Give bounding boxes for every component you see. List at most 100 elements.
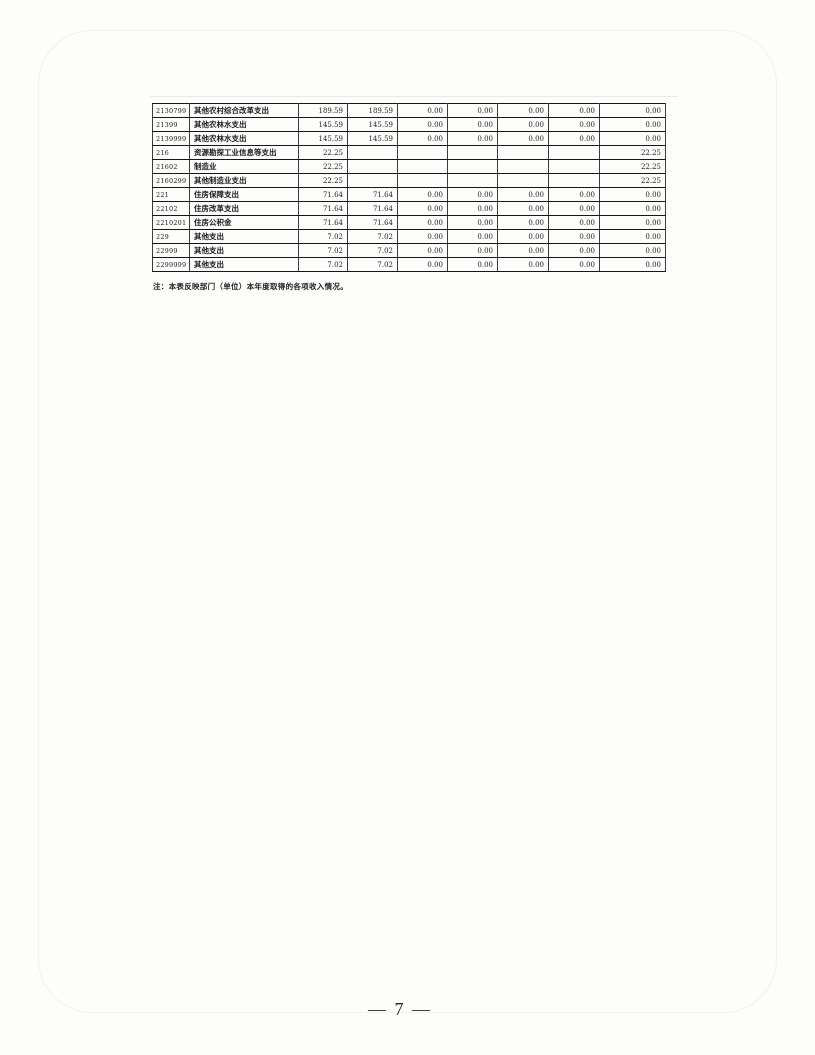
- cell-value: 0.00: [497, 229, 549, 244]
- cell-value: 0.00: [548, 131, 600, 146]
- cell-value: 22.25: [599, 159, 666, 174]
- cell-value: 22.25: [298, 159, 348, 174]
- table-row: 22999 其他支出 7.02 7.02 0.00 0.00 0.00 0.00 0.00: [152, 243, 666, 258]
- table-row: 216 资源勘探工业信息等支出 22.25 22.25: [152, 145, 666, 160]
- cell-value: 71.64: [347, 201, 398, 216]
- cell-value: 0.00: [599, 117, 666, 132]
- cell-value: [347, 159, 398, 174]
- cell-subject-name: 制造业: [189, 159, 299, 174]
- cell-code: 229: [152, 229, 190, 244]
- cell-value: [397, 159, 448, 174]
- cell-value: [497, 159, 549, 174]
- cell-value: 7.02: [298, 257, 348, 272]
- cell-value: 0.00: [548, 243, 600, 258]
- cell-code: 2139999: [152, 131, 190, 146]
- cell-value: [548, 145, 600, 160]
- cell-subject-name: 其他支出: [189, 243, 299, 258]
- cell-code: 21602: [152, 159, 190, 174]
- cell-value: 7.02: [298, 243, 348, 258]
- cell-value: 71.64: [347, 187, 398, 202]
- table-note: 注：本表反映部门（单位）本年度取得的各项收入情况。: [153, 282, 348, 291]
- cell-subject-name: 住房改革支出: [189, 201, 299, 216]
- cell-value: 0.00: [497, 187, 549, 202]
- table-row: 2139999 其他农林水支出 145.59 145.59 0.00 0.00 0.00 0.…: [152, 131, 666, 146]
- cell-subject-name: 其他农村综合改革支出: [189, 103, 299, 118]
- cell-value: 0.00: [548, 187, 600, 202]
- table-row: 2130799 其他农村综合改革支出 189.59 189.59 0.00 0.00 0.0…: [152, 103, 666, 118]
- cell-value: 7.02: [347, 243, 398, 258]
- cell-subject-name: 其他支出: [189, 257, 299, 272]
- cell-value: [397, 173, 448, 188]
- cell-value: 0.00: [397, 187, 448, 202]
- cell-value: 0.00: [599, 243, 666, 258]
- cell-value: [447, 145, 498, 160]
- cell-value: 0.00: [397, 201, 448, 216]
- cell-value: 0.00: [599, 215, 666, 230]
- cell-value: 0.00: [447, 117, 498, 132]
- cell-value: 0.00: [497, 103, 549, 118]
- cell-value: 0.00: [397, 131, 448, 146]
- cell-value: 0.00: [447, 215, 498, 230]
- cell-code: 2130799: [152, 103, 190, 118]
- table-row: 21399 其他农林水支出 145.59 145.59 0.00 0.00 0.00 0.00…: [152, 117, 666, 132]
- cell-value: 0.00: [599, 131, 666, 146]
- cell-code: 221: [152, 187, 190, 202]
- cell-value: 189.59: [347, 103, 398, 118]
- cell-value: 0.00: [397, 243, 448, 258]
- cell-value: [447, 173, 498, 188]
- cell-value: 189.59: [298, 103, 348, 118]
- cell-value: [497, 173, 549, 188]
- cell-value: [497, 145, 549, 160]
- cell-value: 0.00: [599, 257, 666, 272]
- cell-subject-name: 住房公积金: [189, 215, 299, 230]
- cell-value: 0.00: [548, 215, 600, 230]
- cell-subject-name: 其他制造业支出: [189, 173, 299, 188]
- cell-code: 2160299: [152, 173, 190, 188]
- cell-value: 0.00: [497, 243, 549, 258]
- cell-value: 71.64: [347, 215, 398, 230]
- cell-value: 0.00: [548, 257, 600, 272]
- scan-bleed-line: [150, 96, 678, 97]
- cell-code: 21399: [152, 117, 190, 132]
- cell-value: 0.00: [497, 257, 549, 272]
- cell-code: 22999: [152, 243, 190, 258]
- table-row: 2210201 住房公积金 71.64 71.64 0.00 0.00 0.00 0.00 0.…: [152, 215, 666, 230]
- cell-value: 0.00: [599, 229, 666, 244]
- cell-subject-name: 资源勘探工业信息等支出: [189, 145, 299, 160]
- cell-value: 0.00: [447, 103, 498, 118]
- cell-value: 0.00: [548, 103, 600, 118]
- cell-value: 0.00: [497, 131, 549, 146]
- cell-value: 0.00: [497, 215, 549, 230]
- cell-value: 0.00: [447, 201, 498, 216]
- cell-value: 71.64: [298, 201, 348, 216]
- cell-value: 0.00: [599, 103, 666, 118]
- cell-value: 0.00: [599, 201, 666, 216]
- cell-value: 0.00: [397, 215, 448, 230]
- cell-value: 0.00: [397, 103, 448, 118]
- cell-value: 22.25: [298, 145, 348, 160]
- cell-value: 22.25: [298, 173, 348, 188]
- cell-subject-name: 其他农林水支出: [189, 131, 299, 146]
- cell-value: 0.00: [447, 187, 498, 202]
- table-row: 2299999 其他支出 7.02 7.02 0.00 0.00 0.00 0.00 0.00: [152, 257, 666, 272]
- cell-value: 71.64: [298, 187, 348, 202]
- cell-subject-name: 其他农林水支出: [189, 117, 299, 132]
- cell-value: [347, 145, 398, 160]
- cell-value: 71.64: [298, 215, 348, 230]
- cell-subject-name: 住房保障支出: [189, 187, 299, 202]
- cell-value: 145.59: [298, 117, 348, 132]
- cell-code: 2299999: [152, 257, 190, 272]
- cell-value: 0.00: [397, 117, 448, 132]
- cell-value: 0.00: [447, 229, 498, 244]
- cell-value: 145.59: [347, 131, 398, 146]
- table-row: 229 其他支出 7.02 7.02 0.00 0.00 0.00 0.00 0.00: [152, 229, 666, 244]
- cell-value: 0.00: [497, 201, 549, 216]
- cell-value: 0.00: [548, 117, 600, 132]
- cell-value: 0.00: [447, 243, 498, 258]
- cell-value: 7.02: [347, 229, 398, 244]
- cell-value: 145.59: [347, 117, 398, 132]
- cell-code: 216: [152, 145, 190, 160]
- cell-code: 2210201: [152, 215, 190, 230]
- cell-value: 7.02: [347, 257, 398, 272]
